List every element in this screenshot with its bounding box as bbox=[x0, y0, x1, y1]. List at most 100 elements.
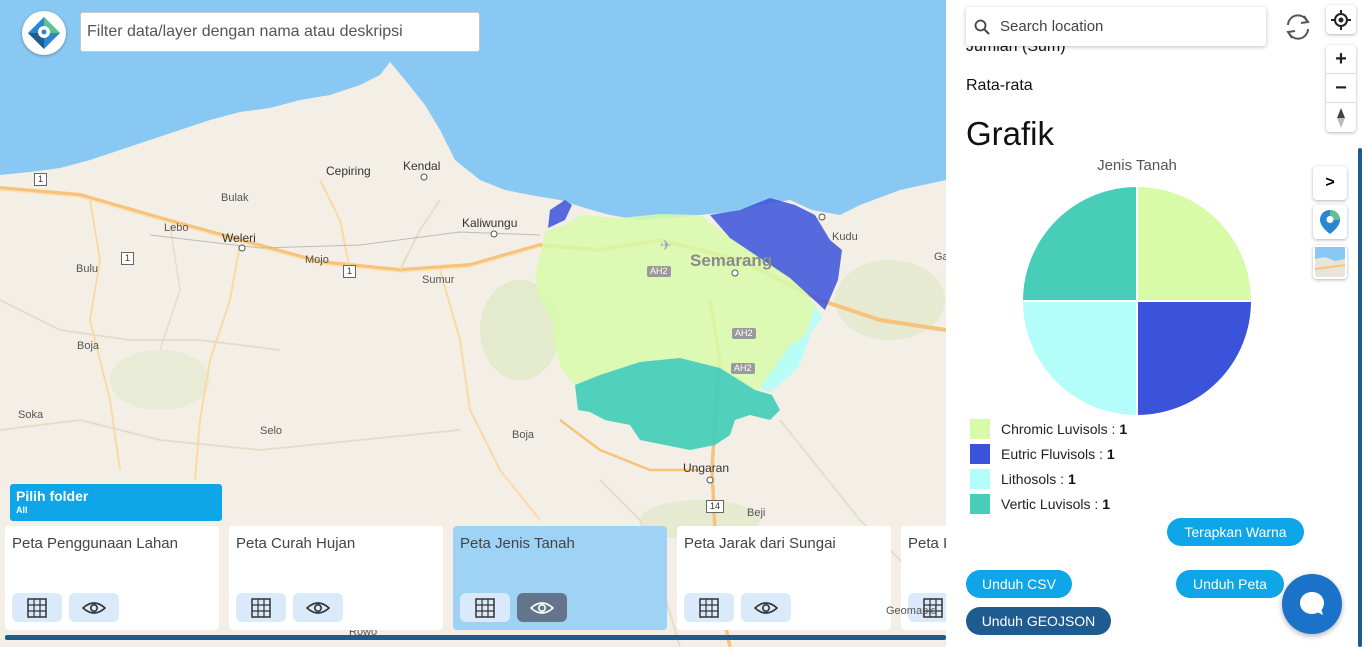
layer-card-title: Peta I bbox=[908, 535, 946, 552]
zoom-in-button[interactable]: + bbox=[1326, 45, 1356, 74]
place-label: Weleri bbox=[222, 231, 256, 245]
table-view-button[interactable] bbox=[236, 593, 286, 622]
zoom-out-button[interactable]: − bbox=[1326, 74, 1356, 103]
highway-shield: AH2 bbox=[732, 328, 756, 339]
download-csv-button[interactable]: Unduh CSV bbox=[966, 570, 1072, 598]
table-view-button[interactable] bbox=[684, 593, 734, 622]
layer-card-title: Peta Jenis Tanah bbox=[460, 535, 575, 552]
pie-chart[interactable] bbox=[1006, 170, 1266, 430]
refresh-icon bbox=[1286, 14, 1310, 40]
table-icon bbox=[475, 597, 495, 618]
chat-bubble-icon bbox=[1300, 592, 1324, 615]
folder-label: Pilih folder bbox=[16, 488, 89, 504]
layer-card-title: Peta Curah Hujan bbox=[236, 535, 356, 552]
place-label: Kudu bbox=[832, 231, 858, 243]
highway-shield: AH2 bbox=[731, 363, 755, 374]
place-label-city: Semarang bbox=[690, 251, 773, 270]
place-label: Kendal bbox=[403, 159, 441, 173]
pie-slice-vertic-luvisols[interactable] bbox=[1020, 184, 1138, 302]
place-label: Cepiring bbox=[326, 164, 371, 178]
panel-toggle-button[interactable]: > bbox=[1313, 166, 1347, 200]
download-geojson-button[interactable]: Unduh GEOJSON bbox=[966, 607, 1111, 635]
basemap-switcher-button[interactable] bbox=[1313, 245, 1347, 279]
pie-slice-lithosols[interactable] bbox=[1020, 300, 1138, 418]
legend-swatch bbox=[970, 418, 990, 439]
side-panel: Jumlah (Sum) + − Rata-rata Gra bbox=[946, 0, 1366, 647]
place-label: Selo bbox=[260, 425, 283, 437]
basemap-thumbnail-icon bbox=[1315, 247, 1345, 277]
map-view[interactable]: ✈ Kendal Cepiring Bulak Kaliwungu Lebo W… bbox=[0, 0, 946, 647]
logo-icon bbox=[28, 17, 60, 49]
legend-item[interactable]: Eutric Fluvisols :1 bbox=[970, 441, 1127, 466]
location-search[interactable] bbox=[966, 7, 1266, 46]
legend-label: Eutric Fluvisols : bbox=[1001, 445, 1103, 462]
place-label: Bulu bbox=[76, 263, 99, 275]
layer-card-active[interactable]: Peta Jenis Tanah bbox=[453, 526, 667, 630]
legend-value: 1 bbox=[1106, 445, 1115, 462]
zoom-control[interactable]: + − bbox=[1326, 45, 1356, 132]
legend-swatch bbox=[970, 468, 990, 489]
folder-select-button[interactable]: Pilih folder All bbox=[10, 484, 222, 521]
place-label: Ga bbox=[934, 251, 946, 263]
place-label: Bulak bbox=[221, 192, 249, 204]
soil-polygon-eutric-fluvisols-small bbox=[548, 200, 572, 228]
table-view-button[interactable] bbox=[12, 593, 62, 622]
table-icon bbox=[923, 597, 943, 618]
download-map-button[interactable]: Unduh Peta bbox=[1176, 570, 1284, 598]
layer-card-list[interactable]: Peta Penggunaan Lahan Peta Curah Hujan P… bbox=[5, 526, 946, 631]
pie-slice-eutric-fluvisols[interactable] bbox=[1136, 300, 1254, 418]
chart-title: Jenis Tanah bbox=[1097, 157, 1177, 174]
panel-scrollbar[interactable] bbox=[1358, 148, 1362, 647]
place-label: Mojo bbox=[305, 254, 329, 266]
chart-section-title: Grafik bbox=[966, 115, 1055, 152]
legend-label: Lithosols : bbox=[1001, 470, 1065, 487]
visibility-toggle-button[interactable] bbox=[293, 593, 343, 622]
layer-filter-input[interactable] bbox=[80, 12, 480, 52]
legend-swatch bbox=[970, 443, 990, 464]
route-shield: 1 bbox=[34, 173, 48, 186]
route-shield: 14 bbox=[706, 500, 725, 513]
visibility-toggle-button[interactable] bbox=[517, 593, 567, 622]
legend-value: 1 bbox=[1119, 420, 1128, 437]
table-icon bbox=[27, 597, 47, 618]
table-view-button[interactable] bbox=[908, 593, 946, 622]
location-search-input[interactable] bbox=[1000, 18, 1240, 35]
layer-card[interactable]: Peta Jarak dari Sungai bbox=[677, 526, 891, 630]
legend-item[interactable]: Lithosols :1 bbox=[970, 466, 1127, 491]
compass-button[interactable] bbox=[1326, 103, 1356, 132]
layer-card-title: Peta Penggunaan Lahan bbox=[12, 535, 178, 552]
locate-button[interactable] bbox=[1326, 5, 1356, 34]
place-label: Boja bbox=[512, 429, 535, 441]
place-label: Sumur bbox=[422, 274, 455, 286]
chat-button[interactable] bbox=[1282, 574, 1342, 634]
map-attribution[interactable]: Geomapid bbox=[886, 605, 937, 617]
legend-item[interactable]: Vertic Luvisols :1 bbox=[970, 491, 1127, 516]
crosshair-icon bbox=[1331, 9, 1351, 30]
geolocate-control[interactable] bbox=[1326, 5, 1356, 34]
app-logo[interactable] bbox=[22, 11, 66, 55]
legend-value: 1 bbox=[1102, 495, 1111, 512]
layer-cards-scrollbar[interactable] bbox=[5, 635, 946, 640]
highway-shield: AH2 bbox=[647, 266, 671, 277]
layer-card[interactable]: Peta Penggunaan Lahan bbox=[5, 526, 219, 630]
apply-color-button[interactable]: Terapkan Warna bbox=[1167, 518, 1304, 546]
map-pin-button[interactable] bbox=[1313, 205, 1347, 239]
pie-slice-chromic-luvisols[interactable] bbox=[1136, 184, 1254, 302]
legend-item[interactable]: Chromic Luvisols :1 bbox=[970, 416, 1127, 441]
chart-legend: Chromic Luvisols :1 Eutric Fluvisols :1 Li… bbox=[970, 416, 1127, 516]
map-pin-icon bbox=[1320, 210, 1340, 234]
legend-label: Vertic Luvisols : bbox=[1001, 495, 1099, 512]
table-view-button[interactable] bbox=[460, 593, 510, 622]
layer-card[interactable]: Peta Curah Hujan bbox=[229, 526, 443, 630]
route-shield: 1 bbox=[121, 252, 135, 265]
legend-label: Chromic Luvisols : bbox=[1001, 420, 1116, 437]
folder-sub-label: All bbox=[16, 505, 28, 515]
layer-card-title: Peta Jarak dari Sungai bbox=[684, 535, 836, 552]
visibility-toggle-button[interactable] bbox=[69, 593, 119, 622]
place-label: Boja bbox=[77, 340, 100, 352]
visibility-toggle-button[interactable] bbox=[741, 593, 791, 622]
refresh-button[interactable] bbox=[1283, 12, 1313, 42]
layer-card[interactable]: Peta I bbox=[901, 526, 946, 630]
soil-polygon-eutric-fluvisols bbox=[710, 198, 842, 310]
